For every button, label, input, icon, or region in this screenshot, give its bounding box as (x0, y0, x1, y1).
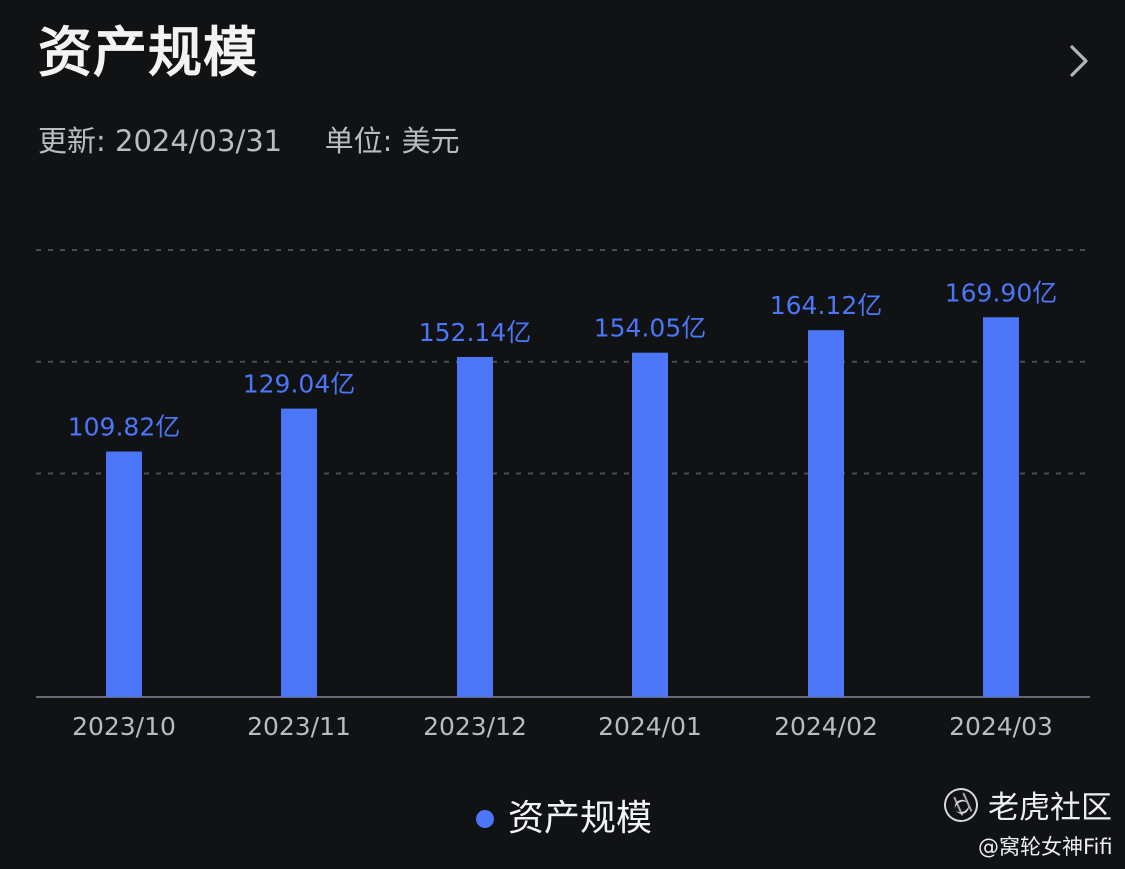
watermark-brand: 老虎社区 (988, 790, 1112, 826)
data-label-2023-10: 109.82亿 (68, 413, 180, 442)
x-tick-2024-01: 2024/01 (598, 712, 702, 741)
unit-text: 单位: 美元 (324, 124, 460, 158)
chart-grid (36, 249, 1090, 698)
bar-2024-02[interactable] (808, 330, 844, 697)
bar-2023-12[interactable] (457, 356, 493, 697)
page-title: 资产规模 (38, 21, 258, 84)
legend-dot-asset-scale (476, 810, 494, 828)
chart-x-ticks: 2023/10 2023/11 2023/12 2024/01 2024/02 2024/… (72, 712, 1053, 741)
data-label-2024-02: 164.12亿 (770, 291, 882, 320)
bar-2024-01[interactable] (632, 352, 668, 697)
watermark-author: @窝轮女神Fifi (978, 835, 1113, 859)
bar-2024-03[interactable] (983, 317, 1019, 697)
updated-text: 更新: 2024/03/31 (38, 124, 283, 158)
x-tick-2023-10: 2023/10 (72, 712, 176, 741)
chart-legend: 资产规模 (476, 801, 652, 837)
x-tick-2024-02: 2024/02 (774, 712, 878, 741)
chevron-right-icon[interactable] (1062, 42, 1096, 80)
data-label-2023-12: 152.14亿 (419, 318, 531, 347)
x-tick-2024-03: 2024/03 (949, 712, 1053, 741)
community-watermark: 老虎社区 (938, 782, 1112, 827)
chart-meta: 更新: 2024/03/31 单位: 美元 (38, 124, 460, 159)
x-tick-2023-11: 2023/11 (247, 712, 351, 741)
data-label-2024-01: 154.05亿 (594, 314, 706, 343)
x-tick-2023-12: 2023/12 (423, 712, 527, 741)
tiger-community-icon (938, 782, 984, 827)
bar-2023-11[interactable] (281, 408, 317, 697)
data-label-2024-03: 169.90亿 (945, 278, 1057, 307)
data-label-2023-11: 129.04亿 (243, 370, 355, 399)
bar-2023-10[interactable] (106, 451, 142, 697)
chart-bars (106, 317, 1019, 697)
legend-label: 资产规模 (508, 798, 653, 839)
chart-data-labels: 109.82亿 129.04亿 152.14亿 154.05亿 164.12亿 169.9… (68, 278, 1057, 441)
